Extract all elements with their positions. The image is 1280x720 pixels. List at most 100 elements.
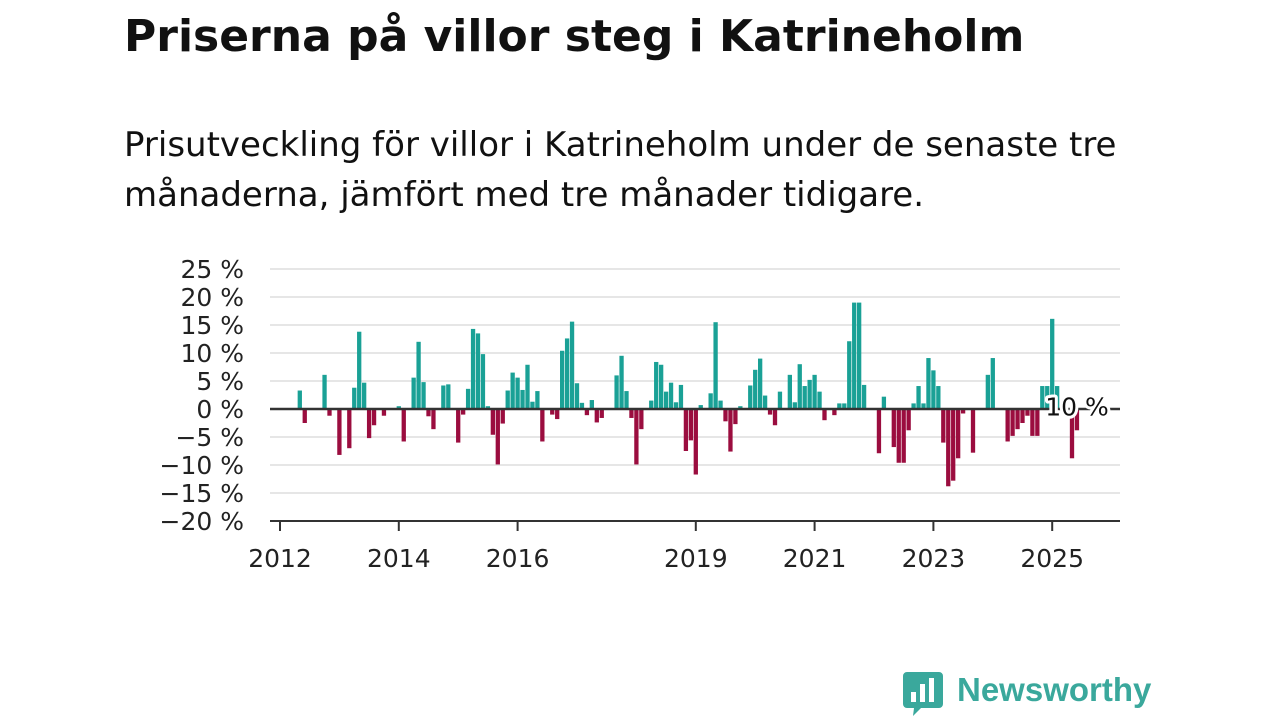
bar <box>416 341 421 409</box>
bar <box>624 391 629 409</box>
bar <box>1005 409 1010 442</box>
bar <box>475 333 481 409</box>
bar <box>956 409 961 459</box>
bar <box>1015 409 1020 430</box>
bar <box>758 358 763 409</box>
bar <box>842 403 847 409</box>
bar <box>337 409 342 455</box>
bar <box>589 400 594 409</box>
bar <box>941 409 946 443</box>
bar <box>857 302 862 409</box>
bar <box>446 384 451 409</box>
bar <box>787 374 792 409</box>
bar <box>985 374 990 409</box>
bar <box>797 364 802 409</box>
bar <box>817 391 822 409</box>
bar <box>901 409 906 463</box>
bar <box>411 377 416 409</box>
bar <box>654 361 659 409</box>
bar <box>876 409 882 454</box>
bar <box>426 409 431 417</box>
bar <box>555 409 560 420</box>
bar <box>1045 386 1050 409</box>
bar <box>990 358 995 409</box>
bar <box>550 409 555 415</box>
bar <box>767 409 773 415</box>
bar <box>1074 409 1080 431</box>
bar <box>678 384 684 409</box>
y-tick-label: −15 % <box>160 479 244 508</box>
bar <box>812 374 817 409</box>
x-tick-label: 2019 <box>664 544 728 573</box>
bar <box>896 409 901 463</box>
x-tick-label: 2023 <box>902 544 966 573</box>
bar <box>688 409 693 441</box>
bar <box>911 403 916 409</box>
bar <box>738 406 743 409</box>
newsworthy-logo-icon <box>903 672 943 716</box>
newsworthy-logo-text: Newsworthy <box>957 671 1152 708</box>
bar <box>629 409 634 418</box>
bar <box>1050 318 1055 409</box>
bar <box>951 409 956 481</box>
bar <box>461 409 466 415</box>
bar <box>456 409 461 443</box>
bar <box>401 409 406 442</box>
bar <box>837 403 842 409</box>
bar <box>777 391 783 409</box>
bar <box>381 409 387 416</box>
bar <box>352 387 357 409</box>
bar <box>431 409 436 430</box>
bar <box>347 409 352 449</box>
bar <box>366 409 372 439</box>
bar <box>322 374 327 409</box>
bar <box>614 375 619 409</box>
bar <box>639 409 644 430</box>
y-tick-label: 20 % <box>180 283 244 312</box>
y-tick-label: 15 % <box>180 311 244 340</box>
bar <box>683 409 689 451</box>
bar <box>1020 409 1025 423</box>
bar <box>441 385 446 409</box>
bar <box>708 393 713 409</box>
bar <box>357 331 362 409</box>
y-tick-label: −10 % <box>160 451 244 480</box>
bar <box>470 328 476 409</box>
bar <box>480 354 486 409</box>
bar <box>673 402 679 409</box>
bar <box>960 409 966 414</box>
bar <box>659 364 664 409</box>
bar <box>693 409 698 475</box>
bar <box>495 409 500 465</box>
bar <box>762 395 768 409</box>
x-tick-label: 2014 <box>367 544 431 573</box>
bar <box>861 384 867 409</box>
bar <box>500 409 505 424</box>
bar <box>1025 409 1030 416</box>
bar <box>663 391 669 409</box>
bar <box>1069 409 1075 459</box>
y-tick-label: 5 % <box>196 367 244 396</box>
x-tick-label: 2025 <box>1020 544 1084 573</box>
chart-title: Priserna på villor steg i Katrineholm <box>124 11 1025 62</box>
bar <box>733 409 738 425</box>
bar <box>852 302 857 409</box>
bar <box>931 370 936 409</box>
bar <box>728 409 733 452</box>
bar <box>510 372 515 409</box>
bar <box>772 409 778 426</box>
bar <box>921 403 926 409</box>
y-tick-label: −5 % <box>175 423 244 452</box>
bar <box>327 409 332 416</box>
bar <box>569 321 575 409</box>
bar <box>594 409 599 423</box>
bar <box>649 400 654 409</box>
bar <box>906 409 911 431</box>
y-tick-label: −20 % <box>160 507 244 536</box>
bar <box>723 409 728 422</box>
bar <box>634 409 639 465</box>
bar <box>421 382 426 409</box>
bar <box>792 402 797 409</box>
bar <box>753 369 758 409</box>
bar <box>579 402 585 409</box>
